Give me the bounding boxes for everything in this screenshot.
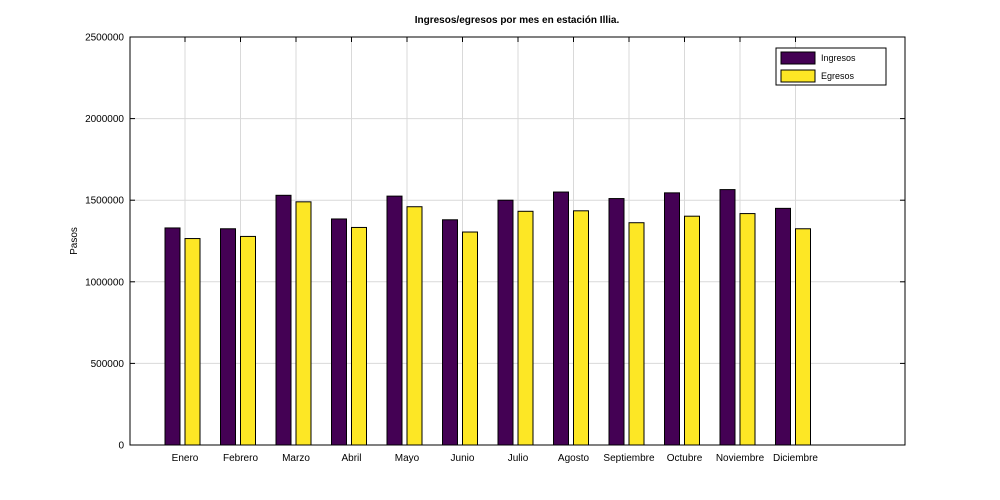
legend-swatch-egresos (780, 69, 816, 83)
legend-swatch-ingresos (780, 51, 816, 65)
bar-ingresos-julio (497, 199, 514, 446)
bar-ingresos-noviembre (719, 189, 736, 446)
y-tick-label: 2500000 (85, 33, 124, 44)
bar-egresos-abril (351, 226, 367, 446)
bar-egresos-junio (462, 231, 478, 446)
bar-egresos-mayo (406, 206, 423, 446)
bar-ingresos-diciembre (775, 207, 791, 446)
bar-egresos-septiembre (628, 222, 645, 446)
y-tick-label: 1000000 (85, 277, 124, 288)
y-tick-label: 2000000 (85, 114, 124, 125)
bar-ingresos-mayo (386, 195, 403, 446)
legend-label-ingresos: Ingresos (821, 53, 856, 63)
bar-ingresos-abril (331, 218, 347, 446)
x-tick-label: Agosto (558, 453, 590, 464)
axis-ticks: 0 500000 1000000 1500000 2000000 2500000 Enero… (85, 33, 905, 464)
bar-egresos-agosto (573, 210, 589, 446)
bar-egresos-enero (184, 238, 201, 446)
bar-egresos-julio (517, 210, 534, 446)
x-tick-label: Enero (172, 453, 199, 464)
bar-ingresos-enero (164, 227, 181, 446)
y-tick-label: 0 (118, 441, 124, 452)
x-tick-label: Julio (508, 453, 529, 464)
bar-egresos-noviembre (739, 213, 756, 446)
x-tick-label: Marzo (282, 453, 310, 464)
y-axis-label: Pasos (69, 227, 80, 255)
legend: Ingresos Egresos (775, 47, 887, 86)
bar-ingresos-febrero (220, 228, 236, 446)
bar-ingresos-octubre (664, 192, 680, 446)
y-tick-label: 1500000 (85, 196, 124, 207)
bar-egresos-marzo (295, 201, 312, 446)
bar-ingresos-septiembre (608, 198, 625, 446)
x-tick-label: Septiembre (603, 453, 655, 464)
bar-egresos-febrero (240, 235, 256, 446)
x-tick-label: Abril (341, 453, 361, 464)
bar-ingresos-marzo (275, 194, 292, 446)
x-tick-label: Junio (451, 453, 475, 464)
bar-egresos-octubre (684, 215, 700, 446)
chart-title: Ingresos/egresos por mes en estación Ill… (415, 15, 620, 26)
x-tick-label: Octubre (667, 453, 703, 464)
x-tick-label: Noviembre (716, 453, 765, 464)
x-tick-label: Mayo (395, 453, 420, 464)
bar-ingresos-agosto (553, 191, 569, 446)
bars (164, 189, 811, 446)
x-tick-label: Diciembre (773, 453, 818, 464)
legend-label-egresos: Egresos (821, 71, 855, 81)
x-tick-label: Febrero (223, 453, 258, 464)
y-tick-label: 500000 (91, 359, 125, 370)
bar-egresos-diciembre (795, 228, 811, 446)
bar-ingresos-junio (442, 219, 458, 446)
